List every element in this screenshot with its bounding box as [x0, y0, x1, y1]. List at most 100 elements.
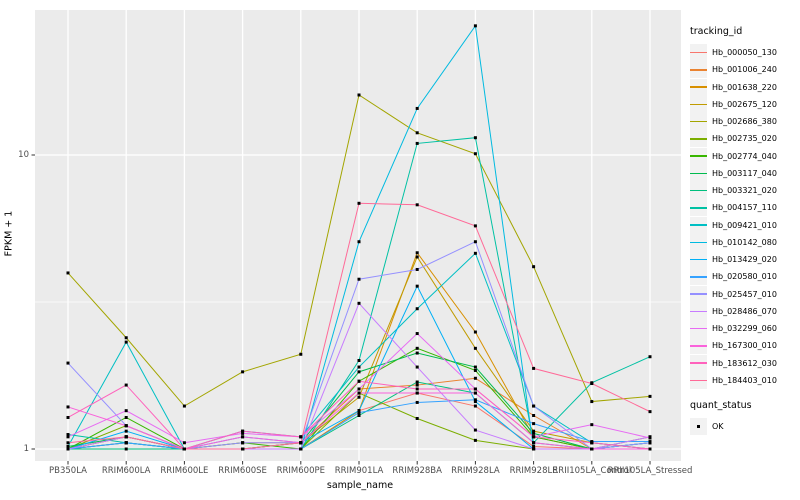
legend-item-label: Hb_013429_020: [712, 255, 777, 265]
legend-item-label: Hb_167300_010: [712, 341, 777, 351]
legend-item-label: Hb_184403_010: [712, 375, 777, 385]
data-point: [357, 379, 361, 383]
data-point: [415, 131, 419, 135]
legend-key-color: [690, 189, 707, 192]
data-point: [241, 435, 245, 439]
legend-title-quant-status: quant_status: [690, 400, 752, 411]
legend-key-line-icon: [690, 61, 707, 79]
data-point: [299, 352, 303, 356]
x-tick-label: RRIM901LA: [334, 466, 384, 476]
legend-key-color: [690, 310, 707, 313]
data-point: [473, 438, 477, 442]
data-point: [299, 447, 303, 451]
legend-key-square: [696, 424, 701, 429]
data-point: [182, 441, 186, 445]
data-point: [473, 346, 477, 350]
legend-item-quant: OK: [690, 418, 800, 436]
legend-key-line-icon: [690, 354, 707, 372]
data-point: [473, 330, 477, 334]
legend-key-line-icon: [690, 164, 707, 182]
legend-key-color: [690, 258, 707, 261]
data-point: [473, 387, 477, 391]
legend-key-line-icon: [690, 44, 707, 62]
legend-items-quant: OK: [690, 418, 800, 436]
data-point: [415, 387, 419, 391]
data-point: [299, 441, 303, 445]
legend-item: Hb_002774_040: [690, 147, 800, 165]
data-point: [357, 301, 361, 305]
x-tick-label: RRIM600SE: [218, 466, 267, 476]
data-point: [66, 361, 70, 365]
legend-item: Hb_028486_070: [690, 302, 800, 320]
legend-item-label: Hb_010142_080: [712, 237, 777, 247]
legend-key-color: [690, 120, 707, 123]
data-point: [590, 400, 594, 404]
data-point: [66, 433, 70, 437]
data-point: [357, 414, 361, 418]
data-point: [415, 365, 419, 369]
data-point: [124, 340, 128, 344]
legend-key-color: [690, 86, 707, 88]
data-point: [415, 351, 419, 355]
legend-item: Hb_003117_040: [690, 164, 800, 182]
data-point: [357, 409, 361, 413]
legend-item-label: Hb_002686_380: [712, 117, 777, 127]
data-point: [648, 410, 652, 414]
data-point: [473, 24, 477, 28]
data-point: [124, 383, 128, 387]
data-point: [473, 240, 477, 244]
legend-key-line-icon: [690, 78, 707, 96]
data-point: [357, 391, 361, 395]
data-point: [473, 368, 477, 372]
legend-key-point-icon: [690, 418, 707, 436]
legend-item-label: Hb_002675_120: [712, 99, 777, 109]
legend-item: Hb_002735_020: [690, 130, 800, 148]
data-point: [473, 398, 477, 402]
legend-key-line-icon: [690, 130, 707, 148]
data-point: [299, 435, 303, 439]
legend-key-color: [690, 224, 707, 226]
legend-item-label: Hb_009421_010: [712, 220, 777, 230]
data-point: [532, 422, 536, 426]
data-point: [182, 404, 186, 408]
x-tick-label: RRII105LA_Stressed: [607, 466, 693, 476]
legend-item-label: Hb_025457_010: [712, 289, 777, 299]
legend-key-color: [690, 276, 707, 278]
legend-item: Hb_000050_130: [690, 44, 800, 62]
data-point: [532, 429, 536, 433]
legend-item: Hb_009421_010: [690, 216, 800, 234]
data-point: [415, 307, 419, 311]
data-point: [415, 267, 419, 271]
legend-key-line-icon: [690, 302, 707, 320]
x-axis-title: sample_name: [326, 480, 394, 491]
legend-item-label: Hb_020580_010: [712, 272, 777, 282]
data-point: [473, 376, 477, 380]
data-point: [415, 391, 419, 395]
data-point: [415, 203, 419, 207]
legend-key-line-icon: [690, 182, 707, 200]
data-point: [66, 447, 70, 451]
data-point: [124, 424, 128, 428]
data-point: [357, 370, 361, 374]
legend-key-line-icon: [690, 251, 707, 269]
legend-item: Hb_010142_080: [690, 233, 800, 251]
legend-key-color: [690, 103, 707, 106]
data-point: [357, 201, 361, 205]
legend-item-label: Hb_032299_060: [712, 324, 777, 334]
data-point: [66, 444, 70, 448]
legend-item-label: Hb_004157_110: [712, 203, 777, 213]
legend-item-label: Hb_183612_030: [712, 358, 777, 368]
data-point: [66, 415, 70, 419]
x-tick-label: RRIM928LA: [451, 466, 500, 476]
data-point: [415, 346, 419, 350]
x-tick-label: RRII105LA_Control: [552, 466, 632, 476]
data-point: [532, 444, 536, 448]
legend-item: Hb_025457_010: [690, 285, 800, 303]
x-tick-label: RRIM928LE: [509, 466, 558, 476]
data-point: [66, 405, 70, 409]
data-point: [590, 441, 594, 445]
data-point: [124, 441, 128, 445]
legend-item-label: Hb_001006_240: [712, 65, 777, 75]
legend-item-label: OK: [712, 422, 724, 432]
